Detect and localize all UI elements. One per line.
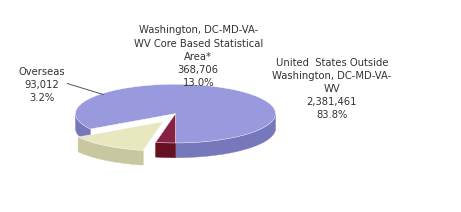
Polygon shape	[78, 122, 163, 150]
Polygon shape	[76, 84, 276, 143]
Polygon shape	[76, 114, 90, 144]
Text: United  States Outside
Washington, DC-MD-VA-
WV
2,381,461
83.8%: United States Outside Washington, DC-MD-…	[272, 58, 391, 120]
Text: Overseas
93,012
3.2%: Overseas 93,012 3.2%	[18, 67, 65, 103]
Polygon shape	[78, 137, 143, 165]
Polygon shape	[176, 114, 276, 158]
Polygon shape	[155, 114, 176, 143]
Text: Washington, DC-MD-VA-
WV Core Based Statistical
Area*
368,706
13.0%: Washington, DC-MD-VA- WV Core Based Stat…	[134, 25, 263, 88]
Polygon shape	[155, 142, 176, 158]
